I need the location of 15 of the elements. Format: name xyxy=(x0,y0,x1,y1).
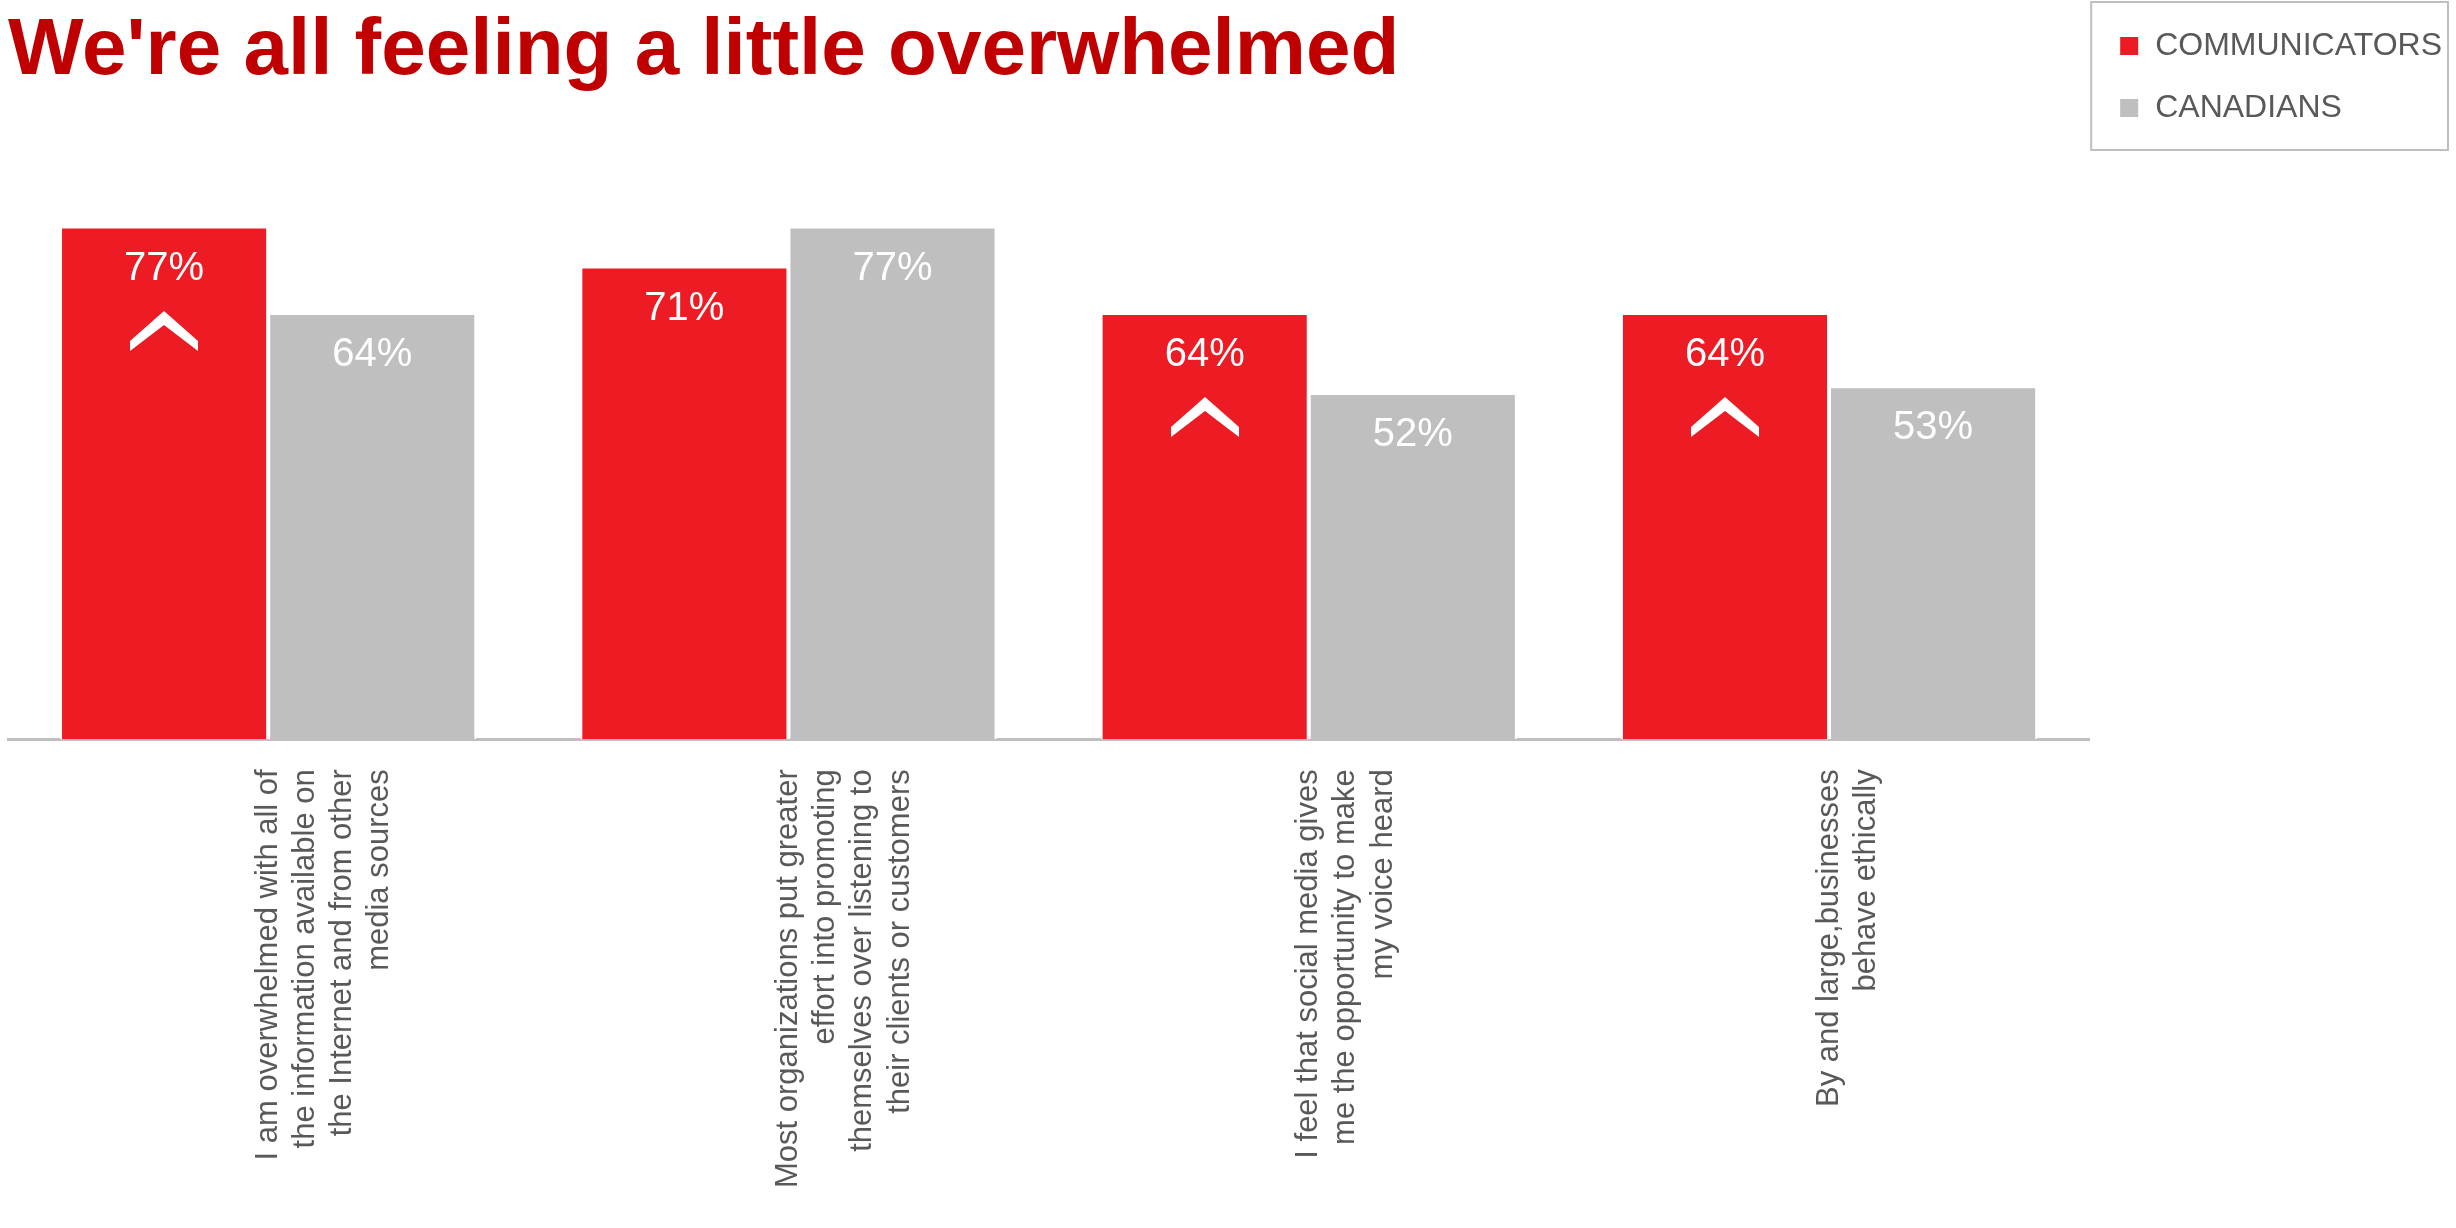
legend-label: COMMUNICATORS xyxy=(2155,25,2442,62)
x-tick-label: I feel that social media gives me the opportunity to make my voice heard xyxy=(1289,769,1399,1159)
data-label: 52% xyxy=(1372,410,1453,455)
data-label: 64% xyxy=(1684,330,1766,375)
data-label: 71% xyxy=(644,283,725,328)
data-label: 64% xyxy=(332,330,413,375)
x-tick-label: By and large,businesses behave ethically xyxy=(1809,768,1882,1108)
x-tick-label: I am overwhelmed with all of the information available on the Internet and from other media sources xyxy=(248,768,396,1161)
chart-title: We're all feeling a little overwhelmed xyxy=(8,2,1400,92)
data-label: 53% xyxy=(1893,403,1974,448)
data-label: 77% xyxy=(124,243,205,288)
data-label: 64% xyxy=(1164,330,1245,375)
data-label: 77% xyxy=(852,243,933,288)
legend-label: CANADIANS xyxy=(2155,87,2342,124)
x-tick-label: Most organizations put greater effort into promoting themselves over listening to their clients or customers xyxy=(768,769,916,1189)
